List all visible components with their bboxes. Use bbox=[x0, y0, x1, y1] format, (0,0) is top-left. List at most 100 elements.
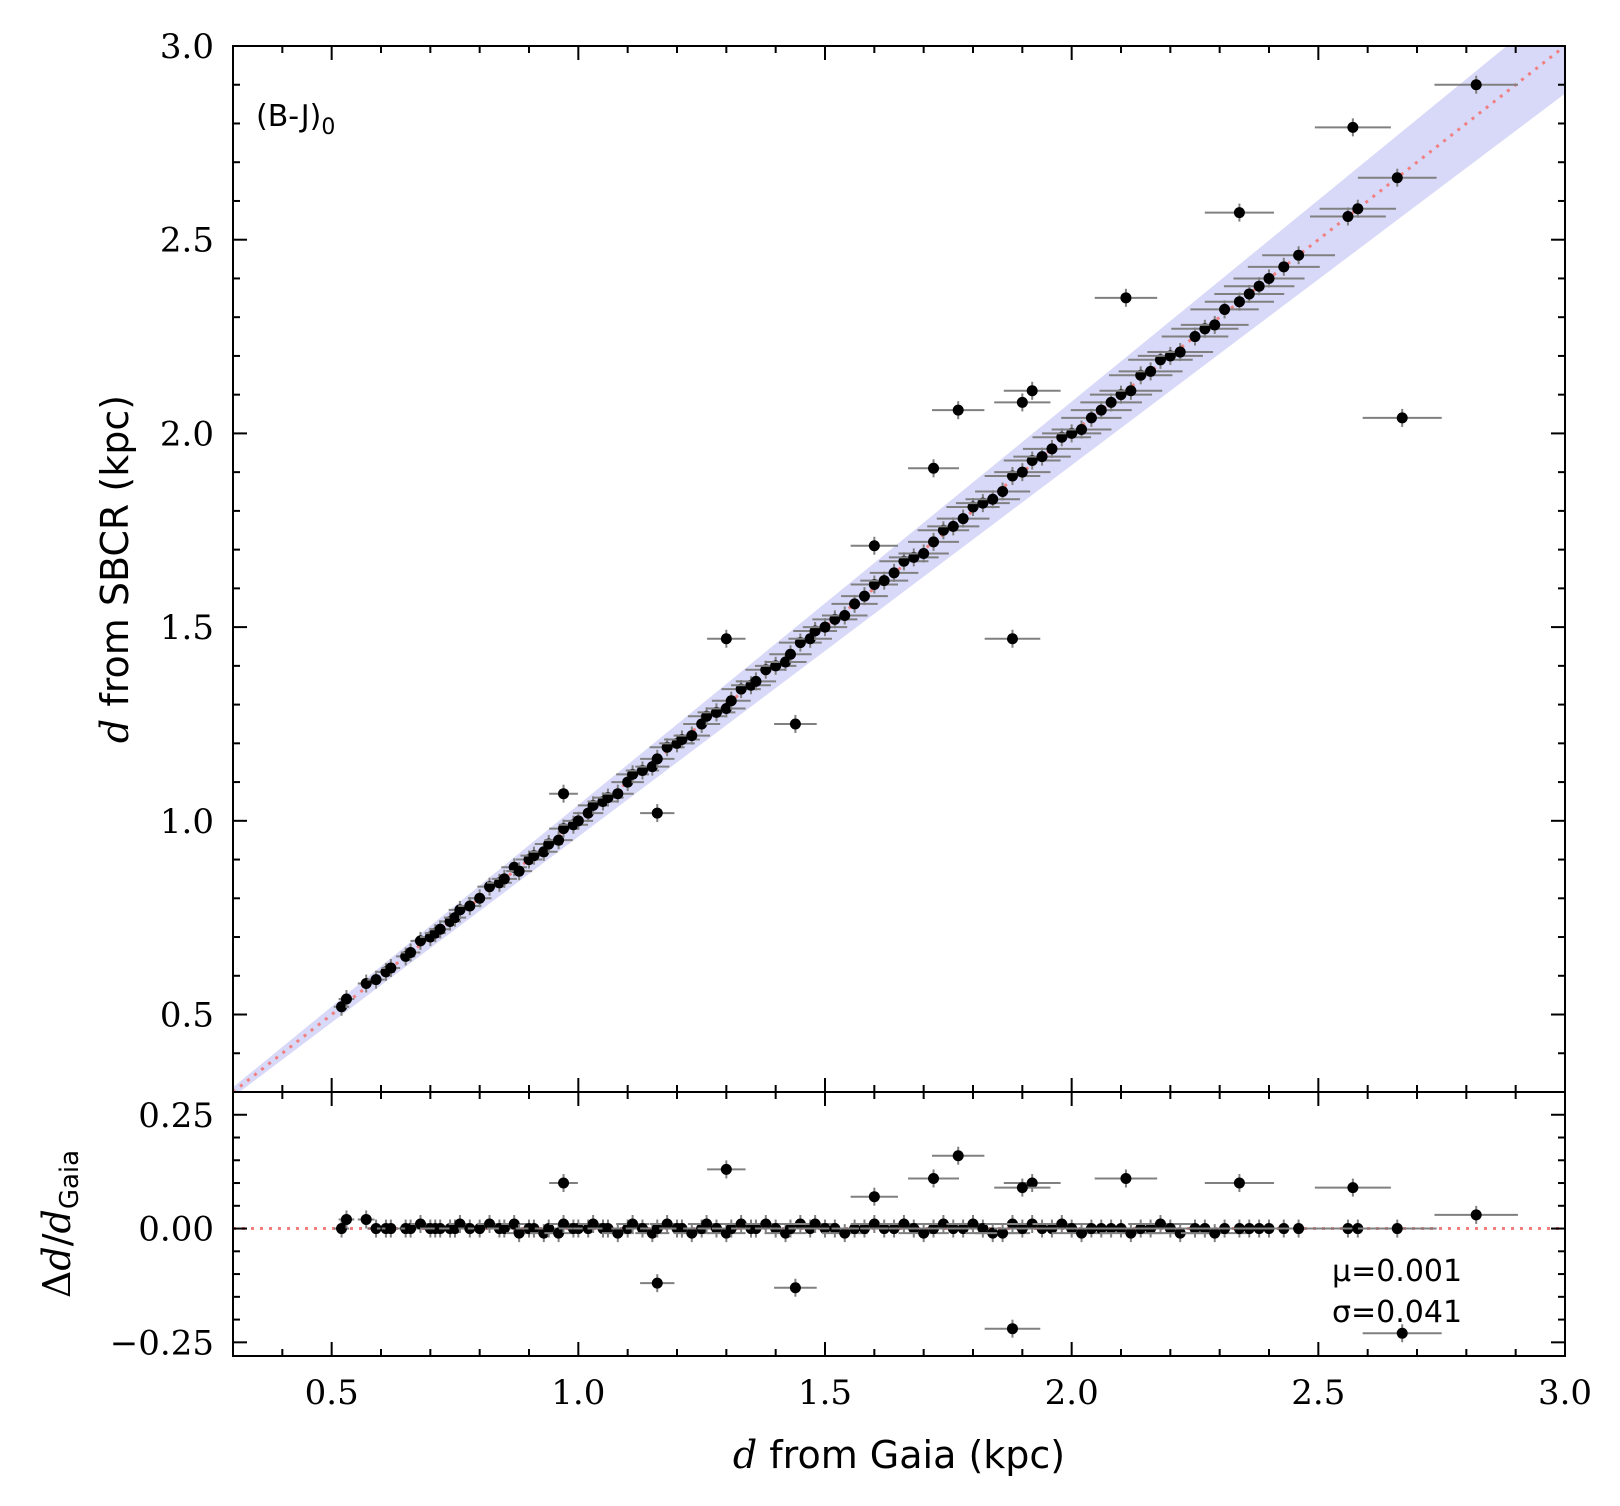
x-tick-label: 3.0 bbox=[1538, 1373, 1592, 1413]
data-point bbox=[676, 1223, 688, 1235]
data-point bbox=[498, 1223, 510, 1235]
sigma-label: σ=0.041 bbox=[1332, 1295, 1462, 1330]
data-point bbox=[918, 1227, 930, 1239]
data-point bbox=[1016, 396, 1028, 408]
data-point bbox=[651, 1277, 663, 1289]
y-tick-label: −0.25 bbox=[110, 1323, 214, 1363]
y-tick-label: 0.5 bbox=[160, 996, 214, 1036]
data-point bbox=[651, 1223, 663, 1235]
data-point bbox=[908, 551, 920, 563]
data-point bbox=[651, 807, 663, 819]
data-point bbox=[957, 513, 969, 525]
data-point bbox=[1243, 288, 1255, 300]
data-point bbox=[937, 524, 949, 536]
data-point bbox=[937, 1218, 949, 1230]
data-point bbox=[508, 1218, 520, 1230]
data-point bbox=[360, 978, 372, 990]
data-point bbox=[868, 578, 880, 590]
y-tick-label: 1.0 bbox=[160, 802, 214, 842]
data-point bbox=[1115, 389, 1127, 401]
data-point bbox=[868, 540, 880, 552]
data-point bbox=[587, 1218, 599, 1230]
y-tick-label: 1.5 bbox=[160, 608, 214, 648]
data-point bbox=[602, 792, 614, 804]
data-point bbox=[558, 823, 570, 835]
data-point bbox=[952, 404, 964, 416]
data-point bbox=[720, 1163, 732, 1175]
data-point bbox=[1342, 210, 1354, 222]
data-point bbox=[1470, 79, 1482, 91]
data-point bbox=[528, 1223, 540, 1235]
data-point bbox=[710, 706, 722, 718]
data-point bbox=[1016, 466, 1028, 478]
data-point bbox=[750, 675, 762, 687]
data-point bbox=[1164, 350, 1176, 362]
data-point bbox=[686, 730, 698, 742]
data-point bbox=[1006, 633, 1018, 645]
data-point bbox=[1125, 385, 1137, 397]
data-point bbox=[558, 1177, 570, 1189]
data-point bbox=[553, 1227, 565, 1239]
data-point bbox=[405, 947, 417, 959]
data-point bbox=[701, 1218, 713, 1230]
data-point bbox=[809, 1218, 821, 1230]
data-point bbox=[1056, 1218, 1068, 1230]
data-point bbox=[661, 741, 673, 753]
data-point bbox=[1233, 1177, 1245, 1189]
data-point bbox=[829, 613, 841, 625]
data-point bbox=[1253, 280, 1265, 292]
data-point bbox=[1189, 331, 1201, 343]
data-point bbox=[760, 1218, 772, 1230]
data-point bbox=[1154, 1218, 1166, 1230]
data-point bbox=[1006, 1323, 1018, 1335]
data-point bbox=[735, 1218, 747, 1230]
data-point bbox=[1209, 1227, 1221, 1239]
data-point bbox=[1391, 1223, 1403, 1235]
mu-label: μ=0.001 bbox=[1332, 1254, 1462, 1289]
data-point bbox=[1352, 203, 1364, 215]
data-point bbox=[1046, 443, 1058, 455]
residual-points bbox=[333, 1146, 1518, 1343]
data-point bbox=[1219, 303, 1231, 315]
residual-ticks bbox=[232, 1092, 1566, 1356]
data-point bbox=[1174, 1227, 1186, 1239]
data-point bbox=[1026, 1218, 1038, 1230]
data-point bbox=[676, 733, 688, 745]
data-point bbox=[340, 1213, 352, 1225]
data-point bbox=[1199, 323, 1211, 335]
data-point bbox=[474, 892, 486, 904]
data-point bbox=[1233, 207, 1245, 219]
data-point bbox=[1174, 346, 1186, 358]
data-point bbox=[997, 1227, 1009, 1239]
y-tick-labels-main: 0.5 1.0 1.5 2.0 2.5 3.0 bbox=[160, 27, 214, 1036]
data-point bbox=[661, 1218, 673, 1230]
data-point bbox=[819, 621, 831, 633]
data-point bbox=[1278, 261, 1290, 273]
data-point bbox=[809, 625, 821, 637]
data-point bbox=[543, 1223, 555, 1235]
residual-frame bbox=[232, 1091, 1566, 1357]
data-point bbox=[967, 501, 979, 513]
data-point bbox=[770, 660, 782, 672]
data-point bbox=[474, 1223, 486, 1235]
one-to-one-line bbox=[233, 46, 1565, 1092]
data-point bbox=[720, 633, 732, 645]
data-point bbox=[612, 788, 624, 800]
data-point bbox=[735, 683, 747, 695]
data-point bbox=[1006, 470, 1018, 482]
data-point bbox=[967, 1218, 979, 1230]
data-point bbox=[1066, 427, 1078, 439]
data-point bbox=[612, 1227, 624, 1239]
data-point bbox=[1263, 272, 1275, 284]
data-point bbox=[558, 1218, 570, 1230]
x-tick-label: 2.5 bbox=[1291, 1373, 1345, 1413]
data-point bbox=[602, 1223, 614, 1235]
data-point bbox=[543, 838, 555, 850]
y-tick-label: 3.0 bbox=[160, 27, 214, 67]
y-tick-label: 2.0 bbox=[160, 414, 214, 454]
data-point bbox=[1120, 292, 1132, 304]
x-tick-label: 1.0 bbox=[551, 1373, 605, 1413]
data-point bbox=[414, 1218, 426, 1230]
x-tick-labels: 0.5 1.0 1.5 2.0 2.5 3.0 bbox=[305, 1373, 1592, 1413]
